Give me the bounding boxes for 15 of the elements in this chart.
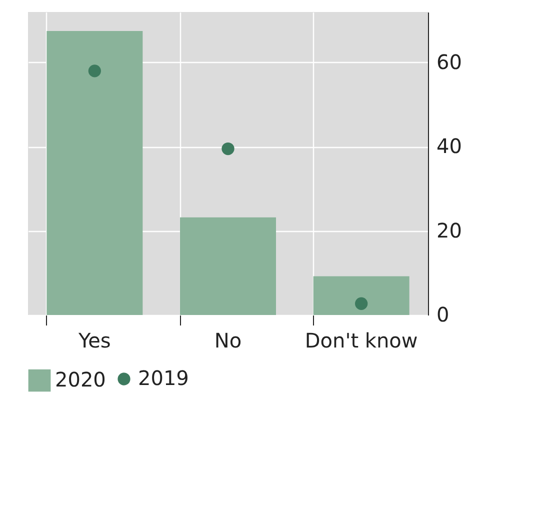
y-tick-label: 60 (436, 50, 462, 74)
bar (180, 217, 276, 315)
bar (46, 30, 143, 315)
y-tick-label: 0 (436, 302, 450, 326)
point (222, 142, 234, 156)
point (355, 297, 368, 310)
point (88, 64, 101, 78)
bar (313, 276, 410, 315)
y-tick-label: 20 (436, 218, 462, 242)
legend-label: 2019 (138, 366, 189, 390)
y-tick-label: 40 (436, 134, 462, 158)
legend-label: 2020 (55, 368, 106, 392)
x-tick-label: Yes (78, 328, 111, 352)
x-tick-label: No (214, 328, 242, 352)
x-tick-label: Don't know (304, 328, 418, 352)
